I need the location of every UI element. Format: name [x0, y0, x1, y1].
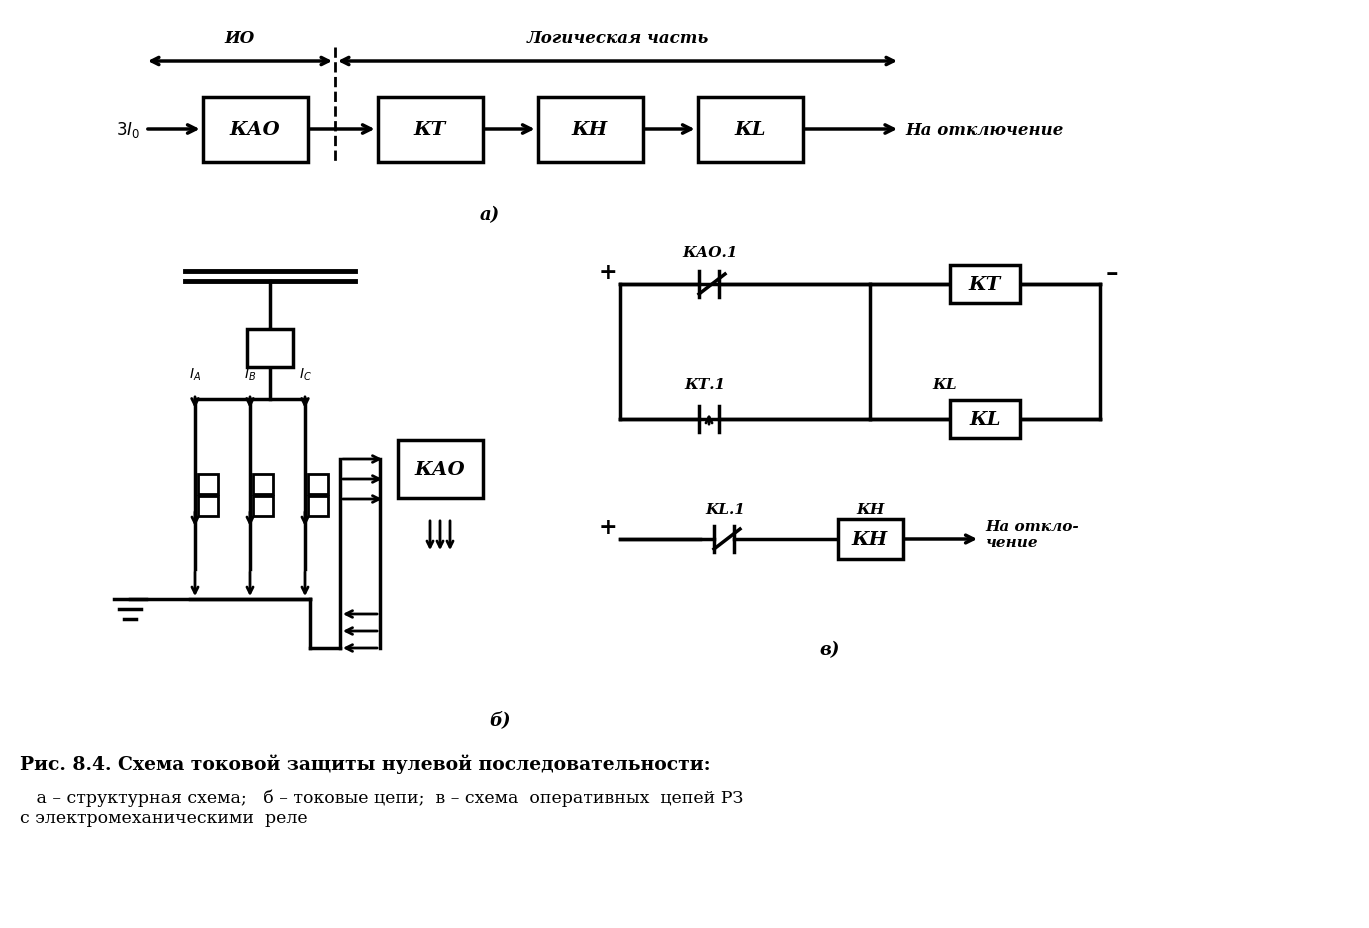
Text: $I_A$: $I_A$ — [189, 367, 201, 382]
Bar — [950, 265, 1020, 303]
Text: На отключение: На отключение — [905, 122, 1064, 138]
Text: Логическая часть: Логическая часть — [526, 30, 709, 46]
Text: КТ: КТ — [413, 121, 446, 139]
Text: КАО.1: КАО.1 — [682, 246, 738, 260]
Text: $3I_0$: $3I_0$ — [116, 120, 140, 140]
Bar — [246, 329, 293, 367]
Bar — [378, 97, 482, 162]
Text: Рис. 8.4. Схема токовой защиты нулевой последовательности:: Рис. 8.4. Схема токовой защиты нулевой п… — [21, 754, 711, 774]
Bar — [199, 496, 218, 517]
Bar — [697, 97, 802, 162]
Text: КТ: КТ — [969, 276, 1001, 293]
Text: $I_B$: $I_B$ — [244, 367, 256, 382]
Text: а): а) — [481, 206, 500, 224]
Bar — [203, 97, 308, 162]
Text: ИО: ИО — [225, 30, 255, 46]
Text: КL: КL — [734, 121, 765, 139]
Text: КАО: КАО — [415, 460, 465, 479]
Text: КL: КL — [969, 410, 1001, 429]
Bar — [950, 401, 1020, 439]
Text: +: + — [598, 517, 617, 538]
Text: б): б) — [489, 710, 511, 728]
Text: КН: КН — [856, 502, 884, 517]
Text: КТ.1: КТ.1 — [684, 378, 726, 392]
Text: –: – — [1106, 261, 1118, 285]
Text: КАО: КАО — [230, 121, 281, 139]
Bar — [308, 496, 329, 517]
Text: $I_C$: $I_C$ — [298, 367, 311, 382]
Text: КL: КL — [932, 378, 957, 392]
Bar — [253, 474, 272, 495]
Bar — [538, 97, 642, 162]
Text: а – структурная схема;   б – токовые цепи;  в – схема  оперативных  цепей РЗ
с э: а – структурная схема; б – токовые цепи;… — [21, 789, 743, 826]
Text: КН: КН — [572, 121, 608, 139]
Bar — [253, 496, 272, 517]
Bar — [308, 474, 329, 495]
Text: +: + — [598, 262, 617, 284]
Bar — [397, 441, 482, 498]
Text: KL.1: KL.1 — [705, 502, 745, 517]
Text: На откло-
чение: На откло- чение — [986, 520, 1079, 549]
Text: КН: КН — [852, 531, 888, 548]
Bar — [199, 474, 218, 495]
Bar — [838, 520, 904, 560]
Text: в): в) — [820, 640, 841, 658]
